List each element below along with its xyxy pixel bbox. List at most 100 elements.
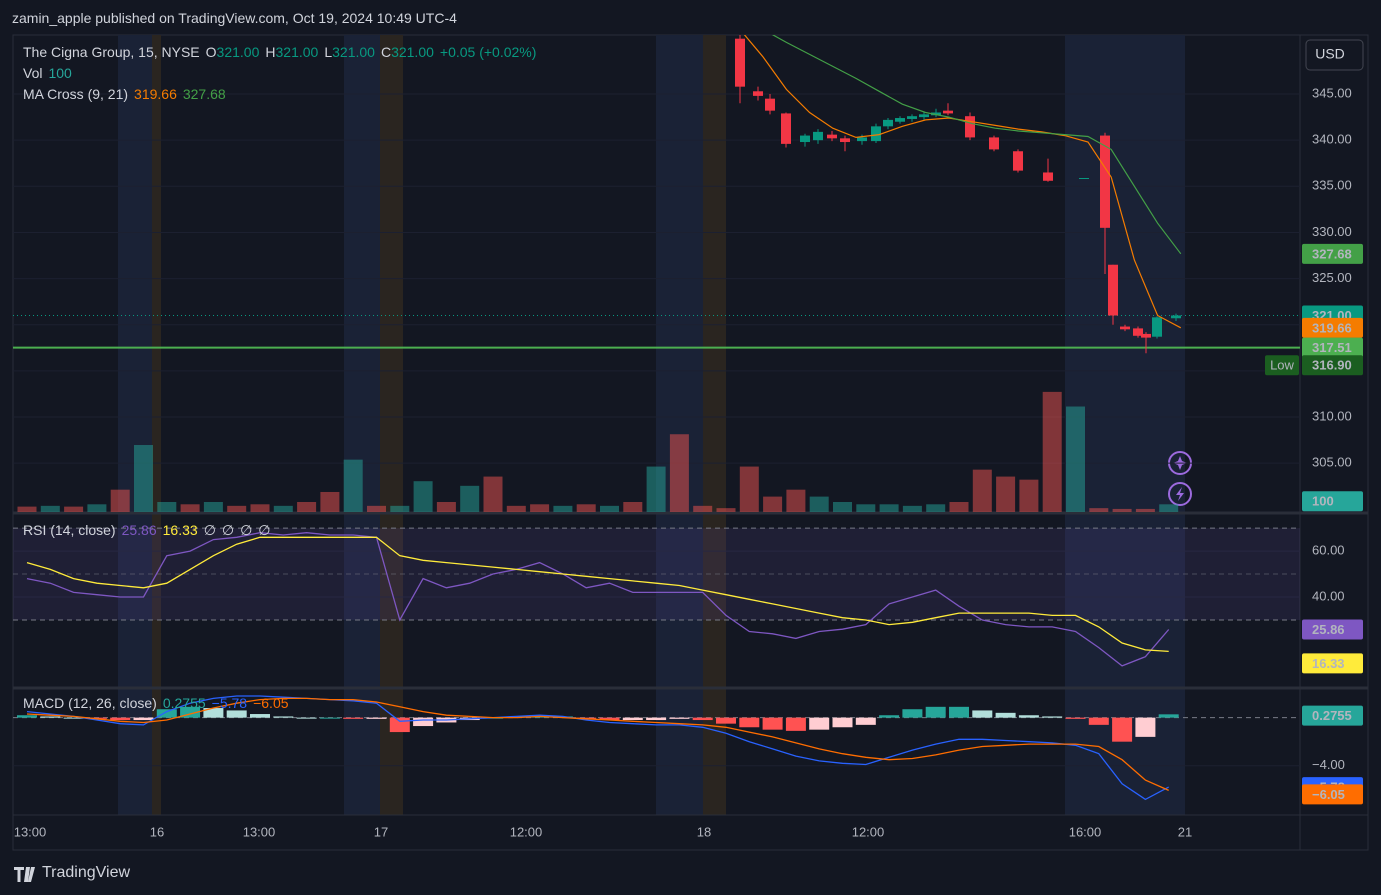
ohlc-label: L (324, 44, 333, 60)
price-tag (1302, 243, 1363, 264)
ma-line (771, 35, 1182, 255)
macd-histogram-bar (669, 717, 690, 719)
rsi-placeholder: ∅ (240, 522, 253, 538)
macd-histogram-bar (879, 715, 900, 718)
candle-body (1100, 135, 1110, 228)
macd-histogram-bar (180, 706, 201, 718)
volume-bar (623, 501, 643, 512)
volume-bar (343, 459, 363, 512)
volume-bar (157, 501, 177, 512)
macd-histogram-bar (785, 717, 806, 731)
y-tick-label: 335.00 (1312, 178, 1352, 193)
pane (13, 527, 1300, 667)
y-tick-label: −4.00 (1312, 757, 1345, 772)
macd-histogram-bar (366, 717, 387, 719)
rsi-legend: RSI (14, close) 25.86 16.33 ∅ ∅ ∅ ∅ (23, 522, 271, 539)
y-tick-label: 305.00 (1312, 455, 1352, 470)
macd-histogram-bar (1018, 715, 1039, 718)
volume-bar (17, 506, 37, 512)
icon-button[interactable] (1168, 482, 1192, 506)
y-tick-label: 345.00 (1312, 85, 1352, 100)
x-tick-label: 21 (1178, 824, 1192, 839)
price-tag-label: −6.05 (1312, 787, 1345, 802)
y-tick-label: 325.00 (1312, 270, 1352, 285)
volume-bar (134, 445, 153, 512)
x-tick-label: 16:00 (1069, 824, 1102, 839)
macd-line (26, 695, 1170, 801)
price-tag (1302, 784, 1363, 805)
macd-histogram-bar (692, 717, 713, 721)
volume-value: 100 (48, 65, 72, 81)
macd-histogram-bar (1135, 717, 1156, 737)
volume-bar (250, 504, 270, 512)
ohlc-value: 321.00 (391, 44, 434, 60)
price-tag-label: 317.51 (1312, 340, 1352, 355)
x-tick-label: 13:00 (243, 824, 276, 839)
volume-bar (996, 476, 1016, 512)
volume-bar (809, 496, 829, 512)
candle-body (1043, 172, 1053, 181)
macd-histogram-bar (273, 716, 294, 718)
candle-body (1152, 317, 1162, 337)
session-band (344, 35, 380, 815)
rsi-value: 25.86 (121, 522, 157, 538)
macd-histogram-bar (599, 717, 620, 721)
rsi-line (26, 536, 1169, 653)
volume-bar (600, 505, 619, 512)
candle-body (883, 119, 893, 127)
volume-bar (506, 505, 526, 512)
macd-histogram-bar (40, 716, 61, 718)
ohlc-label: H (265, 44, 276, 60)
x-tick-label: 18 (697, 824, 711, 839)
volume-bar (972, 469, 992, 512)
macd-value: −6.05 (253, 695, 289, 711)
price-tag-label: 319.66 (1312, 320, 1352, 335)
ma-value: 319.66 (134, 86, 177, 102)
pane (13, 35, 1300, 512)
price-tag (1302, 705, 1363, 726)
candle-body (1171, 315, 1181, 319)
candle-body (1141, 333, 1151, 338)
rsi-value: 16.33 (162, 522, 198, 538)
session-band (703, 35, 726, 815)
macd-histogram-bar (63, 717, 84, 719)
candle-body (1079, 178, 1089, 180)
macd-histogram-bar (203, 708, 224, 718)
logo (14, 867, 35, 882)
volume-bar (203, 501, 223, 512)
ohlc-item: H321.00 (265, 44, 318, 60)
macd-histogram-bar (646, 717, 667, 721)
y-tick-label: 310.00 (1312, 408, 1352, 423)
ohlc-value: 321.00 (275, 44, 319, 60)
volume-bar (786, 489, 806, 512)
macd-line (26, 697, 1169, 791)
macd-histogram-bar (1065, 717, 1086, 719)
ohlc-value: 321.00 (332, 44, 375, 60)
rsi-placeholder: ∅ (203, 522, 216, 538)
x-tick-label: 16 (150, 824, 164, 839)
change: +0.05 (+0.02%) (439, 44, 537, 60)
candle-body (1120, 326, 1130, 330)
volume-bar (297, 501, 317, 512)
volume-bar (553, 505, 573, 512)
volume-bar (110, 489, 130, 512)
volume-bar (576, 504, 596, 512)
volume-bar (949, 501, 969, 512)
volume-bar (646, 466, 666, 512)
volume-bar (40, 505, 60, 512)
low-tag (1265, 355, 1299, 376)
volume-legend: Vol 100 (23, 65, 72, 81)
volume-bar (530, 504, 550, 512)
currency-button[interactable] (1305, 39, 1364, 71)
price-tag (1302, 355, 1363, 376)
volume-bar (716, 508, 736, 512)
candle-body (813, 131, 823, 141)
volume-bar (1135, 508, 1155, 512)
icon (1176, 487, 1184, 501)
volume-bar (856, 504, 876, 512)
volume-bar (669, 434, 689, 512)
y-tick-label: 340.00 (1312, 132, 1352, 147)
volume-bar (693, 505, 713, 512)
